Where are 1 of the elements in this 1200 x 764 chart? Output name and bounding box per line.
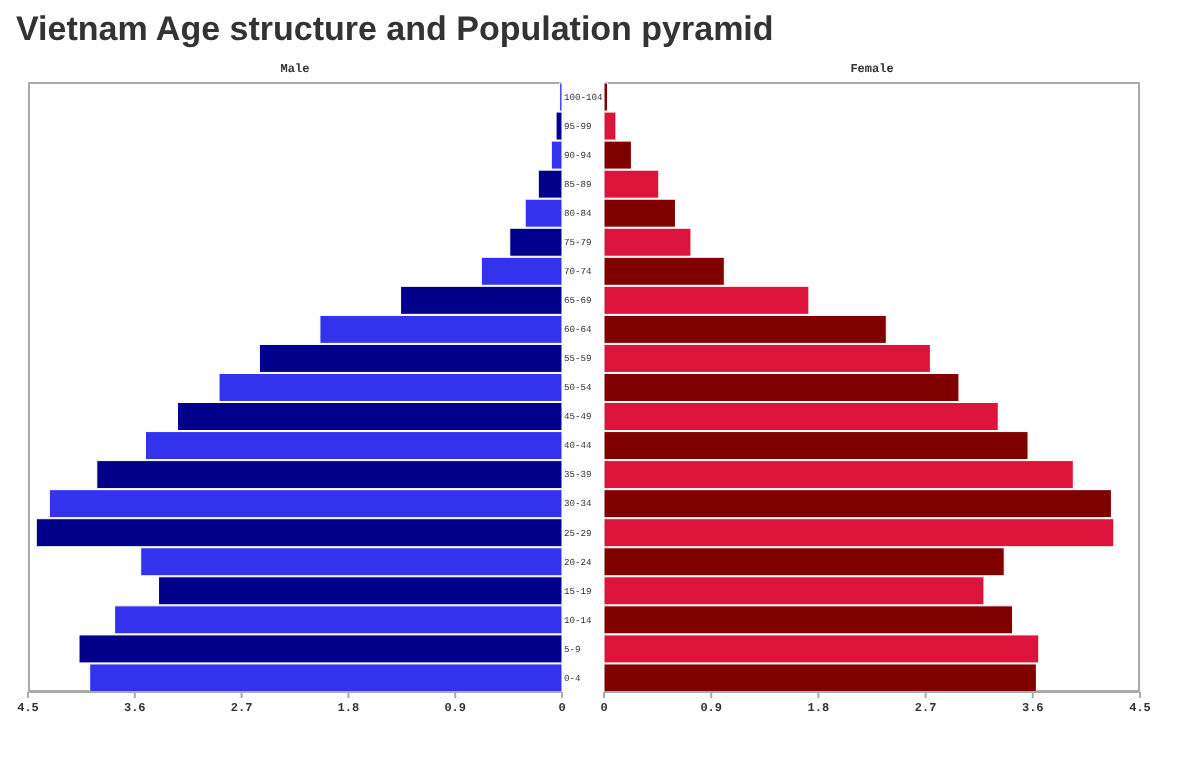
chart-title: Vietnam Age structure and Population pyramid: [16, 10, 774, 50]
